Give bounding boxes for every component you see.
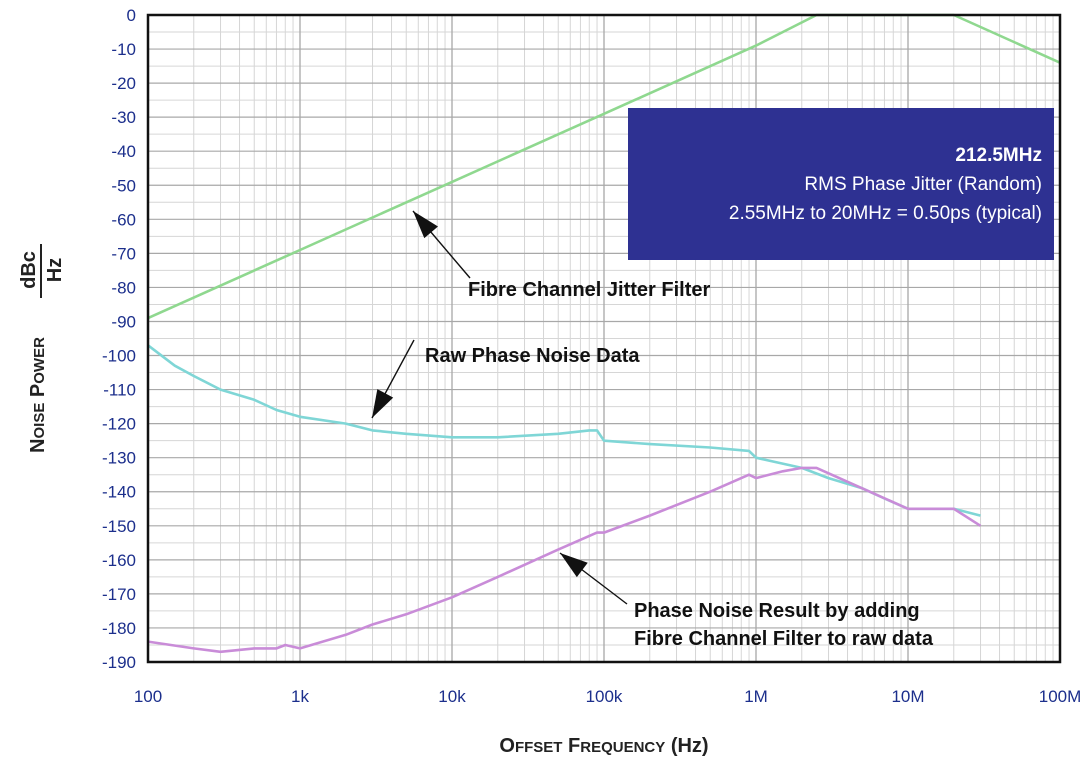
x-axis-title: OFFSET FREQUENCY (Hz) xyxy=(499,735,708,757)
x-tick-labels: 100 1k 10k 100k 1M 10M 100M xyxy=(134,687,1081,706)
y-tick-label: -100 xyxy=(102,347,136,366)
x-tick-label: 100k xyxy=(586,687,623,706)
annotation-arrows xyxy=(371,210,628,605)
y-axis-title-numerator: dBc xyxy=(18,251,40,289)
y-tick-label: -30 xyxy=(111,108,136,127)
arrow-result-head xyxy=(560,553,588,578)
x-tick-label: 100 xyxy=(134,687,162,706)
y-tick-labels: 0 -10 -20 -30 -40 -50 -60 -70 -80 -90 -100 -110 -120… xyxy=(102,6,136,672)
y-tick-label: -80 xyxy=(111,278,136,297)
y-tick-label: -70 xyxy=(111,244,136,263)
y-tick-label: -180 xyxy=(102,619,136,638)
series-line-result xyxy=(147,466,982,654)
y-tick-label: -20 xyxy=(111,74,136,93)
series-line-raw xyxy=(147,344,981,517)
y-tick-label: -60 xyxy=(111,210,136,229)
y-tick-label: 0 xyxy=(127,6,136,25)
x-tick-label: 100M xyxy=(1039,687,1082,706)
y-tick-label: -50 xyxy=(111,176,136,195)
y-tick-label: -140 xyxy=(102,483,136,502)
annotation-result-line2: Fibre Channel Filter to raw data xyxy=(634,628,934,650)
y-axis-title-prefix: NOISE POWER xyxy=(27,337,49,453)
y-tick-label: -110 xyxy=(103,381,136,400)
info-box-line1: RMS Phase Jitter (Random) xyxy=(804,174,1042,195)
annotations: Fibre Channel Jitter Filter Raw Phase No… xyxy=(371,210,934,650)
y-tick-label: -10 xyxy=(111,40,136,59)
y-tick-label: -40 xyxy=(111,142,136,161)
arrow-filter-head xyxy=(413,211,438,239)
info-box-frequency: 212.5MHz xyxy=(955,145,1042,166)
x-tick-label: 1k xyxy=(291,687,309,706)
y-tick-label: -160 xyxy=(102,551,136,570)
y-tick-label: -120 xyxy=(102,415,136,434)
y-tick-label: -190 xyxy=(102,653,136,672)
plot-frame xyxy=(146,13,1062,664)
y-tick-label: -90 xyxy=(111,312,136,331)
x-tick-label: 10k xyxy=(438,687,466,706)
info-box-background xyxy=(628,108,1054,260)
annotation-filter: Fibre Channel Jitter Filter xyxy=(468,279,710,301)
arrow-raw-head xyxy=(372,389,394,418)
y-axis-title-denominator: Hz xyxy=(44,258,66,282)
x-tick-label: 10M xyxy=(891,687,924,706)
y-axis-title: NOISE POWER dBc Hz xyxy=(18,244,66,453)
y-tick-label: -130 xyxy=(102,449,136,468)
x-tick-label: 1M xyxy=(744,687,768,706)
annotation-result-line1: Phase Noise Result by adding xyxy=(634,600,920,622)
info-box: 212.5MHz RMS Phase Jitter (Random) 2.55M… xyxy=(628,108,1054,260)
info-box-line2: 2.55MHz to 20MHz = 0.50ps (typical) xyxy=(729,203,1042,224)
annotation-raw: Raw Phase Noise Data xyxy=(425,345,640,367)
y-tick-label: -150 xyxy=(102,517,136,536)
y-tick-label: -170 xyxy=(102,585,136,604)
